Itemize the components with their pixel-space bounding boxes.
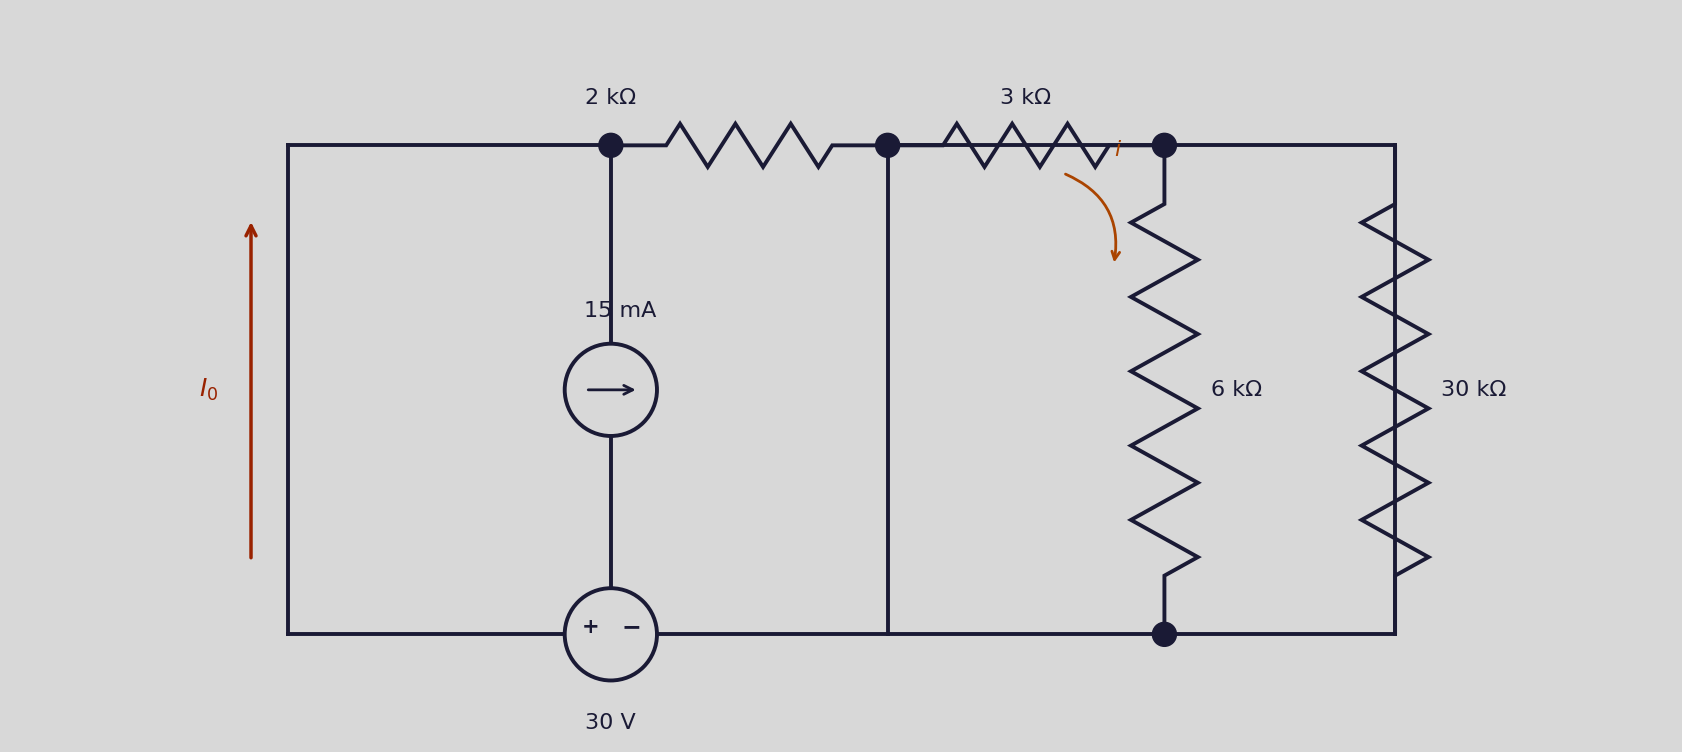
Circle shape — [875, 133, 900, 157]
Circle shape — [1152, 133, 1176, 157]
Circle shape — [565, 344, 656, 436]
Text: 6 kΩ: 6 kΩ — [1209, 380, 1262, 400]
Text: 30 V: 30 V — [585, 713, 636, 732]
Text: 15 mA: 15 mA — [584, 301, 656, 320]
Text: 2 kΩ: 2 kΩ — [585, 89, 636, 108]
Text: $I_0$: $I_0$ — [200, 377, 219, 403]
Text: 3 kΩ: 3 kΩ — [999, 89, 1051, 108]
FancyArrowPatch shape — [1065, 174, 1119, 259]
Text: 30 kΩ: 30 kΩ — [1440, 380, 1505, 400]
Circle shape — [565, 588, 656, 681]
Text: $i$: $i$ — [1113, 140, 1122, 160]
Circle shape — [599, 133, 622, 157]
Text: −: − — [621, 615, 641, 639]
Circle shape — [1152, 623, 1176, 646]
Text: +: + — [582, 617, 599, 637]
